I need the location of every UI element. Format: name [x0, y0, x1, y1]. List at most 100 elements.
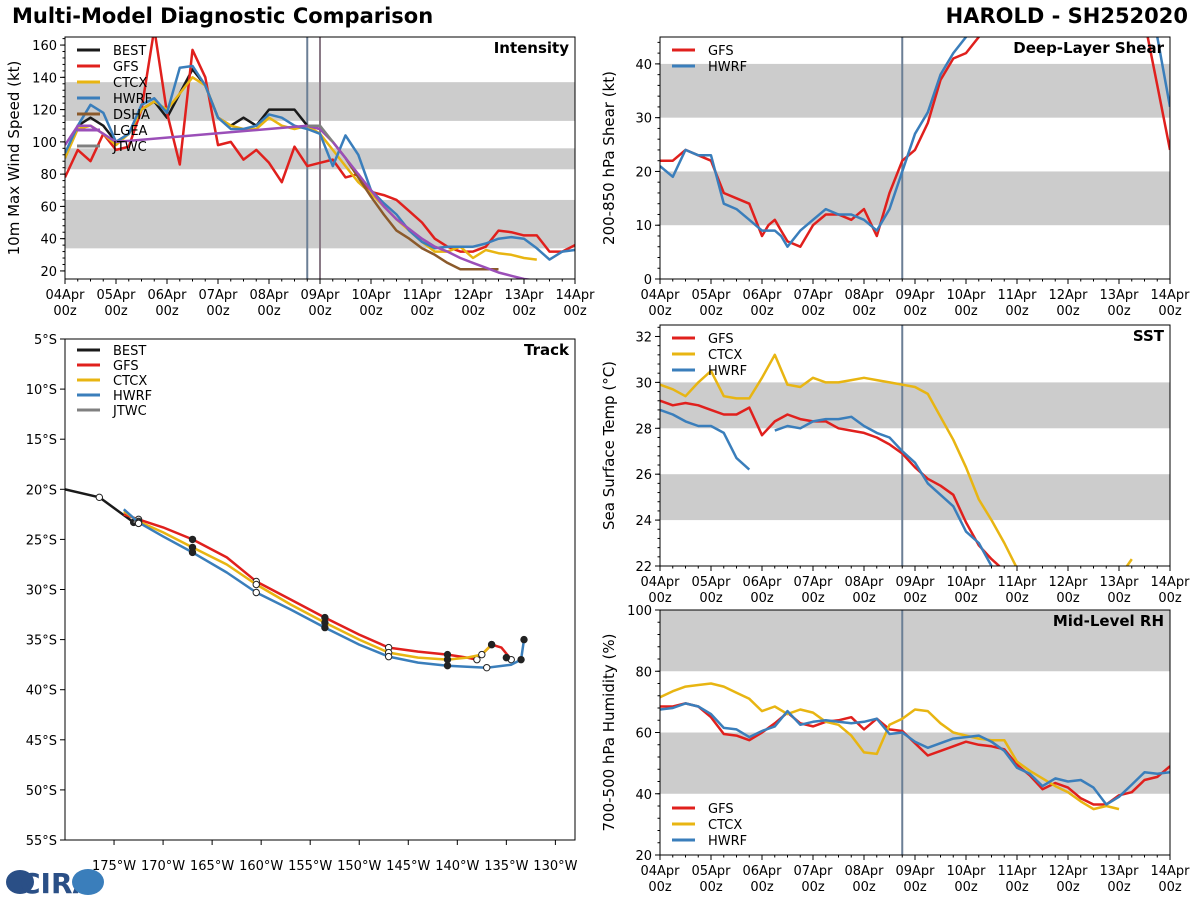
shear-xtick-hour: 00z — [903, 304, 927, 319]
track-xtick-label: 175°W — [92, 859, 136, 874]
intensity-xtick-date: 09Apr — [300, 288, 340, 303]
track-ytick-label: 20°S — [26, 483, 57, 498]
sst-xtick-hour: 00z — [852, 591, 876, 606]
track-ytick-label: 5°S — [34, 333, 57, 348]
sst-band-0 — [660, 474, 1170, 521]
rh-panel: 2040608010004Apr00z05Apr00z06Apr00z07Apr… — [600, 604, 1190, 895]
intensity-xtick-date: 08Apr — [249, 288, 289, 303]
rh-ytick-label: 80 — [635, 665, 652, 680]
track-point-ctcx — [443, 655, 452, 664]
track-xtick-label: 135°W — [484, 859, 528, 874]
sst-ytick-label: 26 — [635, 468, 652, 483]
intensity-ytick-label: 40 — [40, 233, 57, 248]
sst-legend-label-gfs: GFS — [708, 332, 734, 347]
intensity-legend-label-gfs: GFS — [113, 60, 139, 75]
track-xtick-label: 155°W — [288, 859, 332, 874]
track-legend-label-hwrf: HWRF — [113, 389, 152, 404]
track-point-jtwc — [134, 519, 143, 528]
track-point-ctcx — [487, 640, 496, 649]
rh-xtick-date: 14Apr — [1150, 864, 1190, 879]
intensity-xtick-hour: 00z — [410, 304, 434, 319]
track-point-ctcx — [478, 650, 486, 659]
sst-xtick-hour: 00z — [1107, 591, 1131, 606]
intensity-ytick-label: 140 — [32, 71, 57, 86]
rh-xtick-date: 07Apr — [793, 864, 833, 879]
sst-xtick-date: 09Apr — [895, 575, 935, 590]
rh-xtick-hour: 00z — [903, 880, 927, 895]
rh-series-group — [660, 682, 1170, 811]
track-title: Track — [524, 341, 570, 359]
rh-xtick-date: 06Apr — [742, 864, 782, 879]
track-ytick-label: 25°S — [26, 533, 57, 548]
track-series-gfs — [123, 513, 513, 661]
sst-xtick-date: 04Apr — [640, 575, 680, 590]
shear-ylabel: 200-850 hPa Shear (kt) — [600, 71, 618, 245]
shear-xtick-date: 14Apr — [1150, 288, 1190, 303]
intensity-xtick-hour: 00z — [206, 304, 230, 319]
intensity-xtick-hour: 00z — [512, 304, 536, 319]
sst-xtick-hour: 00z — [750, 591, 774, 606]
track-point-gfs — [188, 535, 197, 544]
intensity-legend-label-lgea: LGEA — [113, 124, 148, 139]
shear-xtick-date: 10Apr — [946, 288, 986, 303]
rh-series-gfs — [660, 702, 1170, 806]
rh-xtick-date: 11Apr — [997, 864, 1037, 879]
track-point-hwrf — [483, 663, 491, 672]
shear-title: Deep-Layer Shear — [1013, 39, 1164, 57]
intensity-xtick-date: 11Apr — [402, 288, 442, 303]
shear-ytick-label: 0 — [644, 273, 652, 288]
intensity-xtick-date: 05Apr — [96, 288, 136, 303]
intensity-xtick-hour: 00z — [308, 304, 332, 319]
intensity-xtick-date: 14Apr — [555, 288, 595, 303]
track-xtick-label: 170°W — [141, 859, 185, 874]
shear-xtick-hour: 00z — [648, 304, 672, 319]
rh-xtick-hour: 00z — [648, 880, 672, 895]
rh-band-1 — [660, 610, 1170, 672]
intensity-xtick-hour: 00z — [155, 304, 179, 319]
track-xtick-label: 160°W — [239, 859, 283, 874]
track-xtick-label: 130°W — [533, 859, 577, 874]
rh-xtick-date: 13Apr — [1099, 864, 1139, 879]
intensity-ytick-label: 20 — [40, 265, 57, 280]
rh-ytick-label: 40 — [635, 788, 652, 803]
intensity-ytick-label: 160 — [32, 39, 57, 54]
rh-series-ctcx — [660, 682, 1120, 811]
sst-ytick-label: 22 — [635, 560, 652, 575]
track-point-hwrf — [188, 548, 197, 557]
rh-ylabel: 700-500 hPa Humidity (%) — [600, 633, 618, 831]
intensity-xtick-hour: 00z — [359, 304, 383, 319]
shear-xtick-date: 06Apr — [742, 288, 782, 303]
shear-series-hwrf — [660, 37, 1170, 248]
rh-xtick-hour: 00z — [1056, 880, 1080, 895]
track-ytick-label: 45°S — [26, 734, 57, 749]
shear-panel: 01020304004Apr00z05Apr00z06Apr00z07Apr00… — [600, 36, 1190, 319]
intensity-ylabel: 10m Max Wind Speed (kt) — [5, 61, 23, 256]
sst-ylabel: Sea Surface Temp (°C) — [600, 361, 618, 530]
track-point-hwrf — [517, 655, 525, 664]
track-xtick-label: 140°W — [435, 859, 479, 874]
sst-xtick-date: 06Apr — [742, 575, 782, 590]
sst-xtick-date: 05Apr — [691, 575, 731, 590]
rh-ytick-label: 20 — [635, 849, 652, 864]
sst-band-1 — [660, 382, 1170, 429]
track-xtick-label: 165°W — [190, 859, 234, 874]
rh-legend-label-gfs: GFS — [708, 802, 734, 817]
intensity-panel: 2040608010012014016004Apr00z05Apr00z06Ap… — [5, 36, 595, 319]
shear-xtick-date: 07Apr — [793, 288, 833, 303]
sst-ytick-label: 30 — [635, 376, 652, 391]
rh-xtick-hour: 00z — [699, 880, 723, 895]
rh-xtick-hour: 00z — [1107, 880, 1131, 895]
shear-xtick-date: 08Apr — [844, 288, 884, 303]
sst-series-hwrf — [774, 415, 994, 566]
intensity-legend-label-hwrf: HWRF — [113, 92, 152, 107]
shear-xtick-hour: 00z — [750, 304, 774, 319]
track-xtick-label: 150°W — [337, 859, 381, 874]
shear-xtick-date: 09Apr — [895, 288, 935, 303]
shear-xtick-date: 05Apr — [691, 288, 731, 303]
track-point-hwrf — [252, 588, 260, 597]
rh-xtick-date: 10Apr — [946, 864, 986, 879]
shear-xtick-hour: 00z — [1056, 304, 1080, 319]
rh-xtick-date: 09Apr — [895, 864, 935, 879]
sst-xtick-date: 10Apr — [946, 575, 986, 590]
intensity-xtick-hour: 00z — [53, 304, 77, 319]
